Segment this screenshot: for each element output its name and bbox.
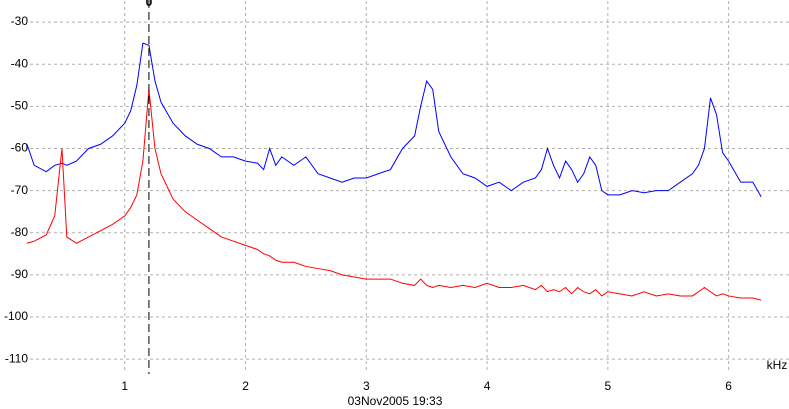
series-line	[26, 42, 762, 198]
x-tick-label: 3	[363, 379, 370, 393]
timestamp: 03Nov2005 19:33	[348, 394, 443, 408]
y-tick-label: -30	[11, 14, 29, 28]
x-tick-label: 2	[242, 379, 249, 393]
y-tick-label: -60	[11, 141, 29, 155]
x-tick-label: 4	[484, 379, 491, 393]
y-tick-label: -50	[11, 99, 29, 113]
cursor-label: 0	[146, 0, 153, 9]
x-axis-label: kHz	[767, 358, 788, 372]
y-tick-label: -90	[11, 267, 29, 281]
y-tick-label: -110	[5, 351, 28, 365]
series-line	[26, 89, 762, 301]
y-tick-label: -100	[4, 309, 28, 323]
x-tick-label: 6	[725, 379, 732, 393]
x-tick-label: 1	[121, 379, 128, 393]
y-tick-label: -40	[11, 56, 29, 70]
y-tick-label: -70	[11, 183, 29, 197]
y-tick-label: -80	[11, 225, 29, 239]
x-tick-label: 5	[605, 379, 612, 393]
